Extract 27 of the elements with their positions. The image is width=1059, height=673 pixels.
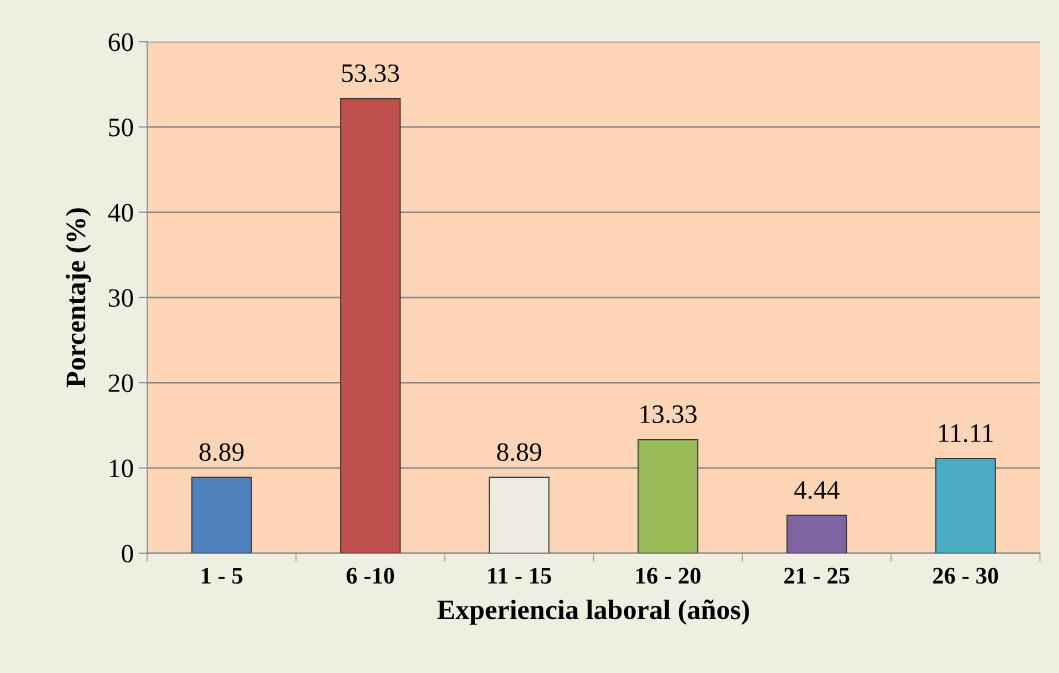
- data-label: 8.89: [199, 443, 244, 462]
- data-label: 11.11: [939, 424, 993, 443]
- y-tick-label: 40: [108, 203, 133, 222]
- x-tick-label: 11 - 15: [488, 567, 552, 584]
- y-axis-title: Porcentaje (%): [65, 208, 91, 388]
- bar: [786, 514, 848, 554]
- data-label: 8.89: [497, 443, 542, 462]
- x-axis-title: Experiencia laboral (años): [437, 599, 749, 625]
- x-tick-label: 26 - 30: [933, 567, 999, 584]
- y-tick-label: 0: [121, 544, 133, 563]
- y-tick-label: 10: [109, 459, 133, 478]
- bar: [488, 476, 550, 554]
- y-tick-label: 20: [108, 374, 133, 393]
- data-label: 53.33: [342, 64, 400, 83]
- data-label: 4.44: [794, 481, 840, 499]
- bar: [637, 439, 699, 554]
- data-label: 13.33: [640, 405, 697, 424]
- y-tick-label: 30: [108, 289, 133, 307]
- bar: [191, 476, 252, 554]
- x-tick-label: 6 -10: [346, 567, 395, 584]
- bar: [935, 457, 996, 554]
- y-tick-label: 60: [108, 33, 133, 52]
- y-tick-label: 50: [109, 118, 133, 137]
- bar: [340, 98, 401, 554]
- x-tick-label: 1 - 5: [201, 567, 243, 584]
- x-tick-label: 16 - 20: [636, 567, 701, 584]
- x-tick-label: 21 - 25: [784, 567, 850, 584]
